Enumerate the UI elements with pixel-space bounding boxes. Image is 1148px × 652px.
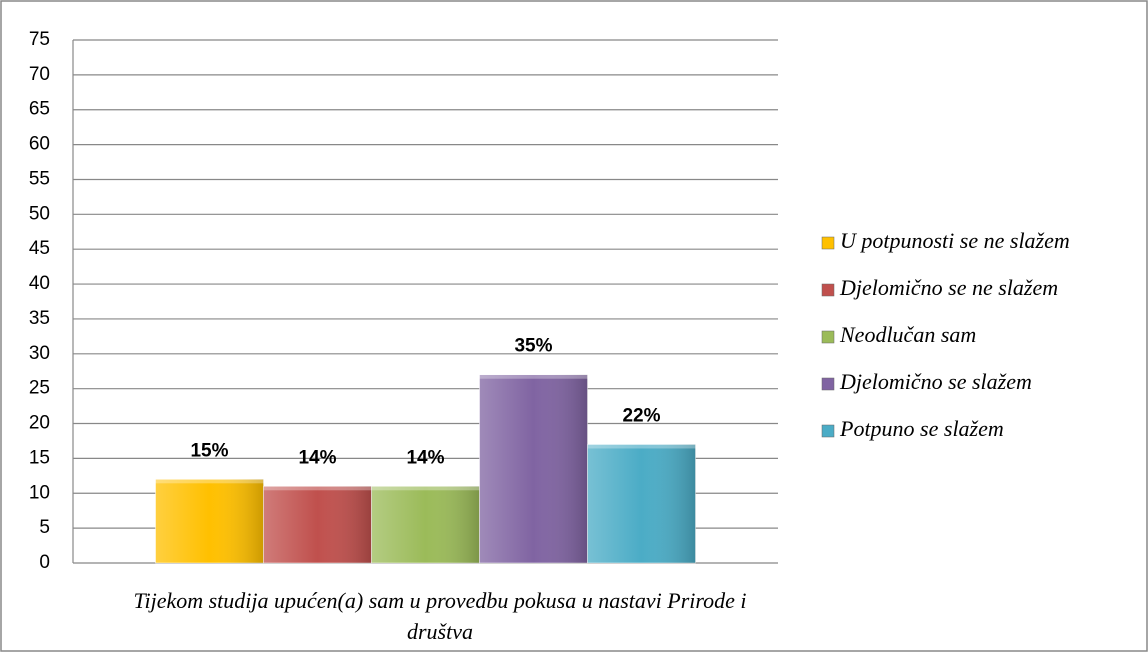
legend-label: Potpuno se slažem	[839, 416, 1004, 441]
bar-shade	[587, 444, 696, 563]
legend-swatch	[821, 283, 835, 297]
data-label: 22%	[622, 405, 660, 426]
legend-swatch	[821, 236, 835, 250]
y-tick-label: 70	[29, 64, 50, 85]
bar-shade	[263, 486, 372, 563]
data-label: 35%	[514, 336, 552, 357]
y-tick-label: 5	[39, 517, 50, 538]
data-label: 14%	[298, 447, 336, 468]
legend-label: Djelomično se ne slažem	[839, 275, 1058, 300]
bar-top	[263, 486, 372, 491]
data-label: 15%	[190, 440, 228, 461]
bar-top	[587, 444, 696, 449]
legend-label: Neodlučan sam	[839, 322, 976, 347]
y-tick-label: 65	[29, 99, 50, 120]
y-tick-label: 40	[29, 273, 50, 294]
y-tick-label: 45	[29, 238, 50, 259]
y-tick-label: 25	[29, 378, 50, 399]
bar-shade	[479, 374, 588, 563]
y-tick-label: 0	[39, 552, 50, 573]
legend-swatch	[821, 377, 835, 391]
y-tick-label: 35	[29, 308, 50, 329]
y-tick-label: 55	[29, 168, 50, 189]
y-tick-label: 30	[29, 343, 50, 364]
legend-label: U potpunosti se ne slažem	[840, 228, 1070, 253]
bar-top	[155, 479, 264, 484]
data-label: 14%	[406, 447, 444, 468]
y-tick-label: 50	[29, 203, 50, 224]
bar-shade	[371, 486, 480, 563]
legend-swatch	[821, 330, 835, 344]
y-tick-label: 60	[29, 134, 50, 155]
x-category-label: Tijekom studija upućen(a) sam u provedbu…	[133, 588, 747, 644]
y-tick-label: 10	[29, 482, 50, 503]
y-tick-label: 15	[29, 447, 50, 468]
legend-swatch	[821, 424, 835, 438]
bar-top	[479, 374, 588, 379]
legend-label: Djelomično se slažem	[839, 369, 1032, 394]
bar-shade	[155, 479, 264, 563]
bar-top	[371, 486, 480, 491]
y-tick-label: 20	[29, 413, 50, 434]
category-label-box: Tijekom studija upućen(a) sam u provedbu…	[133, 588, 747, 644]
y-tick-label: 75	[29, 29, 50, 50]
